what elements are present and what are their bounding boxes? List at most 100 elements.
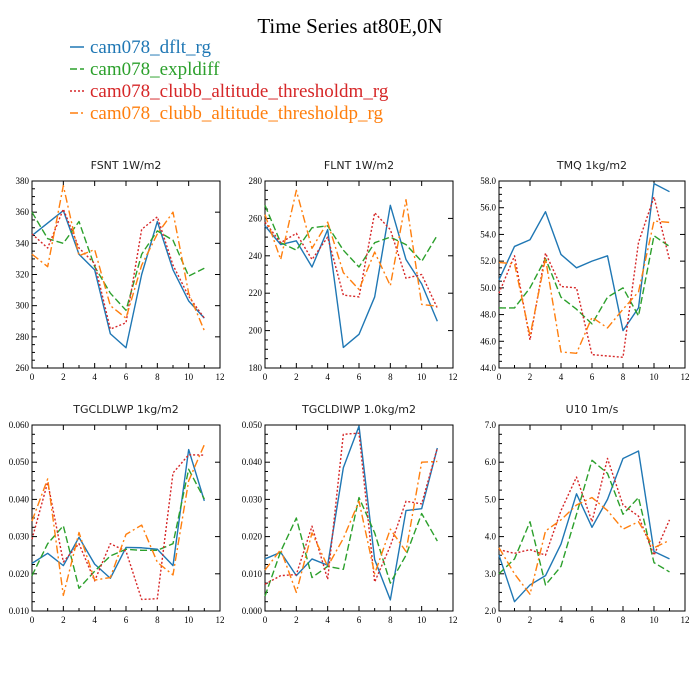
y-tick-label: 340: [16, 238, 30, 248]
series-line-3: [264, 212, 438, 309]
x-tick-label: 8: [388, 615, 393, 625]
x-tick-label: 6: [590, 615, 595, 625]
x-tick-label: 0: [30, 372, 35, 382]
x-tick-label: 2: [294, 372, 299, 382]
x-tick-label: 12: [681, 372, 690, 382]
y-tick-label: 0.030: [9, 532, 30, 542]
y-tick-label: 50.0: [480, 283, 496, 293]
x-tick-label: 2: [528, 372, 533, 382]
y-tick-label: 280: [16, 332, 30, 342]
x-tick-label: 4: [325, 372, 330, 382]
x-tick-label: 0: [263, 615, 268, 625]
y-tick-label: 0.050: [9, 457, 30, 467]
y-tick-label: 360: [16, 207, 30, 217]
y-tick-label: 0.010: [9, 606, 30, 616]
plot-frame: [498, 180, 686, 369]
series-line-3: [498, 457, 671, 556]
y-tick-label: 0.060: [9, 420, 30, 430]
x-tick-label: 12: [681, 615, 690, 625]
series-line-3: [498, 196, 671, 359]
y-tick-label: 300: [16, 301, 30, 311]
series-line-1: [498, 182, 670, 332]
y-tick-label: 52.0: [480, 256, 496, 266]
x-tick-label: 4: [325, 615, 330, 625]
series-line-4: [264, 460, 438, 594]
y-tick-label: 0.030: [242, 494, 263, 504]
y-tick-label: 4.0: [485, 532, 497, 542]
y-tick-label: 2.0: [485, 606, 497, 616]
x-tick-label: 4: [92, 372, 97, 382]
panels: FSNT 1W/m20 2 4 6 8 10 12260280300320340360380…: [9, 159, 690, 625]
legend-label: cam078_clubb_altitude_thresholdm_rg: [90, 81, 389, 102]
x-tick-label: 2: [61, 372, 66, 382]
panel-title: TGCLDLWP 1kg/m2: [72, 403, 178, 416]
series-line-3: [31, 454, 205, 601]
y-tick-label: 260: [249, 213, 263, 223]
x-tick-label: 6: [124, 615, 129, 625]
x-tick-label: 4: [559, 372, 564, 382]
series-line-4: [31, 444, 205, 597]
x-tick-label: 10: [184, 372, 194, 382]
series-line-1: [31, 448, 205, 579]
x-tick-label: 6: [124, 372, 129, 382]
panel-title: TGCLDIWP 1.0kg/m2: [301, 403, 416, 416]
plot-frame: [498, 424, 686, 612]
series-line-1: [264, 425, 439, 601]
series-line-2: [264, 205, 438, 268]
x-tick-label: 8: [388, 372, 393, 382]
panel-title: FSNT 1W/m2: [91, 159, 162, 172]
y-tick-label: 0.040: [9, 494, 30, 504]
y-tick-label: 5.0: [485, 494, 497, 504]
panel-title: FLNT 1W/m2: [324, 159, 394, 172]
figure-title: Time Series at80E,0N: [257, 14, 442, 38]
y-tick-label: 58.0: [480, 176, 496, 186]
y-tick-label: 240: [249, 251, 263, 261]
y-tick-label: 0.000: [242, 606, 263, 616]
y-tick-label: 180: [249, 363, 263, 373]
x-tick-label: 0: [30, 615, 35, 625]
series-line-3: [31, 208, 205, 330]
x-tick-label: 2: [294, 615, 299, 625]
series-line-1: [264, 204, 438, 349]
x-tick-label: 0: [497, 372, 502, 382]
plot-frame: [264, 424, 454, 612]
chart-panel: FSNT 1W/m2 0 2 4 6 8 10 12 260 280 300 320 340 360 380: [16, 159, 225, 382]
y-tick-label: 44.0: [480, 363, 496, 373]
x-tick-label: 8: [155, 372, 160, 382]
series-line-2: [498, 459, 670, 586]
y-tick-label: 0.040: [242, 457, 263, 467]
legend-label: cam078_clubb_altitude_thresholdp_rg: [90, 103, 384, 124]
x-tick-label: 4: [559, 615, 564, 625]
y-tick-label: 3.0: [485, 569, 497, 579]
x-tick-label: 8: [621, 615, 626, 625]
y-tick-label: 0.010: [242, 569, 263, 579]
x-tick-label: 4: [92, 615, 97, 625]
series-line-3: [264, 432, 439, 585]
x-tick-label: 12: [449, 372, 458, 382]
chart-panel: TGCLDLWP 1kg/m2 0 2 4 6 8 10 12 0.010 0.020 0.030 0…: [9, 403, 225, 625]
chart-panel: U10 1m/s 0 2 4 6 8 10 12 2.0 3.0 4.0 5.0 6.0 7.0: [485, 403, 690, 625]
chart-panel: FLNT 1W/m2 0 2 4 6 8 10 12 180 200 220 240 260 280: [249, 159, 458, 382]
x-tick-label: 6: [357, 615, 362, 625]
legend-label: cam078_dflt_rg: [90, 37, 212, 58]
y-tick-label: 0.020: [242, 532, 263, 542]
y-tick-label: 200: [249, 326, 263, 336]
series-line-2: [31, 211, 205, 312]
legend-label: cam078_expldiff: [90, 59, 220, 80]
x-tick-label: 10: [417, 372, 427, 382]
x-tick-label: 8: [155, 615, 160, 625]
x-tick-label: 10: [650, 372, 660, 382]
series-line-4: [498, 220, 670, 355]
x-tick-label: 12: [216, 372, 225, 382]
y-tick-label: 56.0: [480, 203, 496, 213]
series-line-4: [31, 184, 205, 331]
series-line-2: [499, 235, 670, 325]
chart-panel: TMQ 1kg/m2 0 2 4 6 8 10 12 44.0 46.0 48.0 50.0 52.0 5…: [480, 159, 689, 382]
panel-title: TMQ 1kg/m2: [556, 159, 627, 172]
x-tick-label: 0: [497, 615, 502, 625]
y-tick-label: 280: [249, 176, 263, 186]
series-line-4: [264, 189, 438, 307]
x-tick-label: 6: [590, 372, 595, 382]
y-tick-label: 220: [249, 288, 263, 298]
x-tick-label: 6: [357, 372, 362, 382]
